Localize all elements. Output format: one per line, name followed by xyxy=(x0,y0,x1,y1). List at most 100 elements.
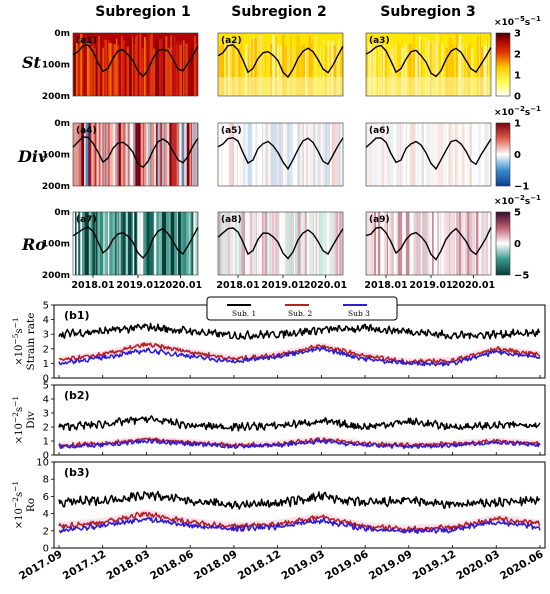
heatmap-stripe xyxy=(368,212,372,275)
heatmap-stripe xyxy=(387,42,390,96)
series-line-sub1 xyxy=(58,415,541,432)
heatmap-stripe xyxy=(270,123,273,186)
heatmap-stripe xyxy=(331,212,334,275)
heatmap-stripe xyxy=(401,48,404,96)
heatmap-stripe xyxy=(75,212,77,275)
heatmap-panel-4: (a4) 0m 100m 200m xyxy=(42,119,199,192)
heatmap-stripe xyxy=(148,123,151,186)
heatmap-stripe xyxy=(116,38,118,96)
column-title-subregion-2: Subregion 2 xyxy=(231,4,327,20)
heatmap-stripe xyxy=(309,212,311,275)
heatmap-stripe xyxy=(165,36,168,96)
heatmap-stripe xyxy=(450,212,453,275)
heatmap-stripe xyxy=(74,44,77,96)
heatmap-stripe xyxy=(263,212,265,275)
heatmap-stripe xyxy=(223,212,224,275)
heatmap-stripe xyxy=(441,42,444,96)
heatmap-stripe xyxy=(220,123,224,186)
heatmap-stripe xyxy=(440,35,442,96)
heatmap-stripe xyxy=(489,44,491,96)
heatmap-stripe xyxy=(297,123,300,186)
heatmap-stripe xyxy=(478,123,481,186)
heatmap-panel-1: (a1) 0m 100m 200m xyxy=(42,29,199,102)
heatmap-stripe xyxy=(437,123,439,186)
series-group xyxy=(58,490,541,534)
heatmap-stripe xyxy=(225,212,227,275)
panel-label: (a9) xyxy=(369,215,390,225)
heatmap-stripe xyxy=(342,123,344,186)
heatmap-stripe xyxy=(443,46,446,96)
heatmap-stripe xyxy=(305,48,307,96)
heatmap-stripe xyxy=(382,44,385,96)
heatmap-stripe xyxy=(252,212,255,275)
heatmap-stripe xyxy=(266,123,268,186)
heatmap-stripe xyxy=(386,212,389,275)
heatmap-stripe xyxy=(317,45,320,96)
heatmap-stripe xyxy=(425,38,427,96)
heatmap-frame xyxy=(72,122,199,187)
heatmap-stripe xyxy=(193,212,196,275)
heatmap-stripe xyxy=(391,212,394,275)
legend-box xyxy=(206,296,398,321)
heatmap-panel-2: (a2) xyxy=(217,32,344,97)
heatmap-stripe xyxy=(84,212,86,275)
y-tick-label: 2 xyxy=(43,423,49,434)
heatmap-stripe xyxy=(122,40,125,96)
heatmap-stripe xyxy=(146,212,150,275)
heatmap-stripe xyxy=(137,123,141,186)
colorbar-tick-label: 0 xyxy=(514,239,521,250)
colorbar-tick-label: 1 xyxy=(514,119,521,130)
heatmap-stripe xyxy=(113,123,115,186)
heatmap-stripe xyxy=(484,212,486,275)
heatmap-stripe xyxy=(399,45,402,96)
heatmap-stripe xyxy=(418,36,421,96)
heatmap-stripe xyxy=(189,123,192,186)
heatmap-stripe xyxy=(181,41,183,96)
heatmap-stripe xyxy=(193,33,195,96)
heatmap-stripe xyxy=(250,123,253,186)
x-tick-label: 2020.01 xyxy=(159,280,202,291)
heatmap-stripe xyxy=(118,123,121,186)
y-tick-label: 2 xyxy=(43,526,49,537)
heatmap-stripe xyxy=(242,47,246,96)
y-axis-label: Div xyxy=(25,411,37,429)
heatmap-stripe xyxy=(163,212,166,275)
heatmap-stripe xyxy=(228,123,231,186)
heatmap-stripe xyxy=(190,47,193,96)
heatmap-stripe xyxy=(162,212,164,275)
heatmap-stripe xyxy=(324,123,328,186)
heatmap-stripe xyxy=(109,43,112,96)
heatmap-frame xyxy=(365,211,492,276)
heatmap-stripe xyxy=(126,46,130,96)
heatmap-stripe xyxy=(304,212,307,275)
heatmap-stripe xyxy=(321,48,324,96)
heatmap-stripe xyxy=(97,41,99,96)
heatmap-stripe xyxy=(475,212,479,275)
heatmap-stripe xyxy=(457,212,458,275)
heatmap-stripe xyxy=(403,123,407,186)
heatmap-stripe xyxy=(470,212,473,275)
heatmap-stripe xyxy=(195,123,198,186)
heatmap-stripe xyxy=(323,212,327,275)
plot-frame xyxy=(53,304,546,379)
heatmap-stripe xyxy=(295,123,298,186)
heatmap-stripe xyxy=(313,123,315,186)
series-line-sub2 xyxy=(58,437,541,448)
heatmap-stripe xyxy=(82,47,85,96)
heatmap-stripe xyxy=(115,123,118,186)
colorbar-tick-label: 1 xyxy=(514,71,521,82)
heatmap-stripe xyxy=(166,212,169,275)
heatmap-stripe xyxy=(287,123,290,186)
heatmap-stripe xyxy=(328,123,331,186)
heatmap-stripe xyxy=(322,212,324,275)
heatmap-stripe xyxy=(310,212,313,275)
heatmap-stripe xyxy=(424,212,427,275)
heatmap-stripe xyxy=(422,37,425,96)
heatmap-stripe xyxy=(258,212,260,275)
heatmap-stripe xyxy=(285,123,288,186)
heatmap-stripe xyxy=(455,212,456,275)
line-charts: 0 1 2 3 4 5 ×10−5s−1 Strain rate (b1) 0 1 2 3 4 5 ×10−2… xyxy=(11,301,546,583)
heatmap-stripe xyxy=(336,43,339,96)
heatmap-stripe xyxy=(94,47,96,96)
